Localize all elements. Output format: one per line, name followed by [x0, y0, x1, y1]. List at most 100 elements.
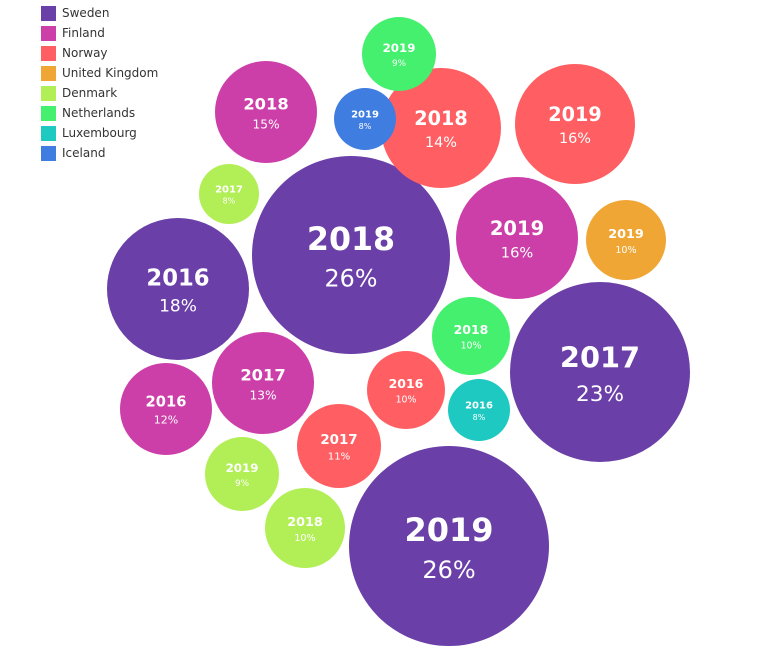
legend-item: Denmark — [41, 83, 158, 103]
legend-swatch — [41, 45, 56, 61]
bubble-circle — [265, 488, 345, 568]
legend-swatch — [41, 25, 56, 41]
legend-swatch — [41, 145, 56, 161]
bubble-value-label: 15% — [252, 117, 279, 131]
legend-label: United Kingdom — [62, 66, 159, 80]
bubble-value-label: 23% — [576, 382, 624, 407]
bubble-year-label: 2016 — [146, 394, 187, 411]
bubble: 2019 16% — [456, 177, 578, 299]
bubble: 2017 23% — [510, 282, 690, 462]
bubble-circle — [510, 282, 690, 462]
legend-label: Sweden — [62, 6, 110, 20]
legend-label: Netherlands — [62, 106, 136, 120]
bubble-circle — [297, 404, 381, 488]
legend-item: Sweden — [41, 3, 158, 23]
legend-swatch — [41, 85, 56, 101]
bubble-value-label: 11% — [328, 451, 351, 462]
bubble-value-label: 10% — [461, 340, 482, 351]
bubble-year-label: 2019 — [383, 41, 416, 55]
bubble-value-label: 8% — [223, 197, 236, 206]
bubble: 2018 10% — [265, 488, 345, 568]
bubble: 2016 10% — [367, 351, 445, 429]
bubble: 2019 16% — [515, 64, 635, 184]
bubble-year-label: 2016 — [465, 400, 493, 411]
bubble-year-label: 2018 — [414, 107, 467, 130]
bubble: 2016 12% — [120, 363, 212, 455]
bubble: 2016 8% — [448, 379, 510, 441]
legend-item: United Kingdom — [41, 63, 158, 83]
bubble-circle — [120, 363, 212, 455]
bubble-value-label: 10% — [615, 245, 636, 256]
bubble-value-label: 9% — [235, 479, 249, 489]
bubble: 2019 9% — [362, 17, 436, 91]
bubble-value-label: 10% — [396, 394, 417, 405]
bubble-year-label: 2018 — [454, 322, 489, 337]
bubble-circle — [432, 297, 510, 375]
bubble-value-label: 16% — [501, 245, 534, 262]
legend-label: Finland — [62, 26, 105, 40]
bubble-year-label: 2019 — [490, 217, 544, 240]
legend-label: Norway — [62, 46, 108, 60]
bubble: 2018 14% — [381, 68, 501, 188]
bubble-circle — [334, 88, 396, 150]
bubble-year-label: 2017 — [320, 433, 357, 448]
bubble-circle — [252, 156, 450, 354]
bubble: 2018 26% — [252, 156, 450, 354]
legend-label: Iceland — [62, 146, 106, 160]
bubble-value-label: 13% — [249, 388, 276, 402]
bubble-circle — [215, 61, 317, 163]
bubble-year-label: 2019 — [608, 227, 644, 242]
bubble-year-label: 2017 — [560, 341, 640, 375]
bubble-year-label: 2018 — [287, 515, 323, 530]
bubble-value-label: 8% — [359, 122, 372, 131]
bubble-value-label: 14% — [425, 135, 457, 151]
legend-item: Norway — [41, 43, 158, 63]
bubble-year-label: 2019 — [226, 461, 259, 475]
bubble-value-label: 12% — [154, 414, 178, 427]
legend-item: Netherlands — [41, 103, 158, 123]
legend-label: Denmark — [62, 86, 118, 100]
bubble-year-label: 2017 — [240, 365, 285, 384]
chart-legend: Sweden Finland Norway United Kingdom Denmark… — [41, 3, 158, 163]
bubble-value-label: 9% — [392, 59, 406, 69]
bubble: 2018 10% — [432, 297, 510, 375]
bubble: 2017 13% — [212, 332, 314, 434]
legend-swatch — [41, 65, 56, 81]
bubble-year-label: 2019 — [548, 103, 601, 126]
legend-swatch — [41, 5, 56, 21]
bubble-circle — [448, 379, 510, 441]
bubble-circle — [367, 351, 445, 429]
bubble-value-label: 26% — [325, 265, 378, 293]
bubble-year-label: 2019 — [404, 511, 493, 549]
bubble-circle — [205, 437, 279, 511]
legend-label: Luxembourg — [62, 126, 137, 140]
bubble-year-label: 2016 — [146, 265, 209, 291]
bubble: 2019 8% — [334, 88, 396, 150]
bubble-value-label: 8% — [473, 413, 486, 422]
bubble-circle — [199, 164, 259, 224]
bubble-year-label: 2017 — [215, 185, 243, 196]
bubble-value-label: 16% — [559, 131, 591, 147]
bubble: 2016 18% — [107, 218, 249, 360]
bubble-value-label: 18% — [159, 297, 197, 317]
bubble-year-label: 2018 — [307, 222, 395, 258]
bubble: 2018 15% — [215, 61, 317, 163]
bubble-value-label: 26% — [422, 556, 475, 584]
bubble-circle — [107, 218, 249, 360]
bubble-value-label: 10% — [294, 533, 315, 544]
bubble-circle — [381, 68, 501, 188]
bubble-circle — [515, 64, 635, 184]
bubble-year-label: 2019 — [351, 109, 379, 120]
bubble-circle — [212, 332, 314, 434]
bubble: 2019 26% — [349, 446, 549, 646]
legend-swatch — [41, 125, 56, 141]
bubble-circle — [362, 17, 436, 91]
legend-item: Luxembourg — [41, 123, 158, 143]
bubble-circle — [349, 446, 549, 646]
legend-item: Finland — [41, 23, 158, 43]
bubble-circle — [456, 177, 578, 299]
legend-swatch — [41, 105, 56, 121]
bubble-year-label: 2016 — [389, 376, 424, 391]
